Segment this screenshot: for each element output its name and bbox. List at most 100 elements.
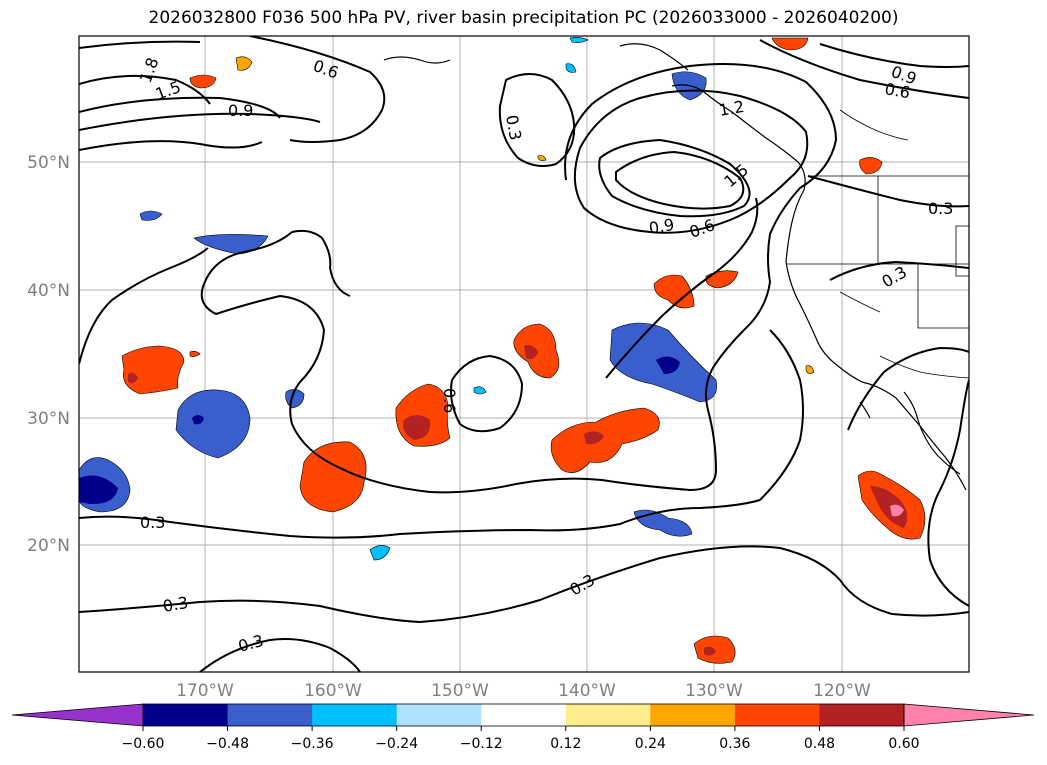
colorbar-segment [227,704,313,726]
pv-contour-line [450,354,524,433]
colorbar-tick-label: −0.36 [291,736,334,752]
contour-label: 0.3 [140,513,165,532]
precip-neg-blob [175,389,251,459]
colorbar-tick-label: −0.12 [460,736,503,752]
colorbar-extend-low [11,703,144,727]
precip-neg-core [656,356,680,374]
colorbar-segment [312,704,398,726]
precip-pos-blob [121,345,185,395]
borders [786,109,969,379]
pv-contour-line [79,247,209,365]
precip-neg-core [192,415,204,425]
pv-contour-line [79,499,761,539]
precip-pos-blob [771,37,809,51]
contour-label: 0.3 [502,113,525,141]
pv-contour-line [759,39,969,99]
pv-contour-line [249,36,386,143]
lon-label: 130°W [685,681,743,701]
lon-label: 120°W [813,681,871,701]
lat-label: 50°N [27,153,70,173]
pv-contour-line [79,96,281,119]
pv-contour-line [498,73,576,167]
precip-neg-blob [139,210,163,221]
colorbar-tick-label: 0.48 [804,736,835,752]
contour-label: 0.6 [440,388,459,413]
colorbar-segment [396,704,482,726]
pv-contour-line [819,43,969,68]
contour-label: 0.6 [883,79,911,102]
pv-contour-line [79,112,321,131]
precip-neg-core [79,475,118,505]
precip-field [79,37,926,664]
precip-pos-blob [537,155,547,161]
colorbar-tick-label: −0.24 [375,736,418,752]
colorbar-ticks: −0.60 −0.48 −0.36 −0.24 −0.12 0.12 0.24 0.36 0.4… [122,726,920,752]
pv-contour-line [605,197,759,379]
longitude-labels: 170°W 160°W 150°W 140°W 130°W 120°W [176,681,871,701]
lat-label: 30°N [27,409,70,429]
precip-pos-core [524,344,538,360]
precip-neg-blob [569,37,589,43]
pv-contour-line [927,379,969,607]
contour-label: 0.3 [928,199,953,218]
colorbar-extend-high [903,703,1035,727]
pv-contours [79,36,969,672]
colorbar-segment [819,704,905,726]
contour-label: 0.9 [228,101,253,120]
colorbar-segment [734,704,820,726]
map-frame [78,35,970,673]
precip-pos-blob [653,274,695,309]
colorbar-tick-label: 0.36 [719,736,750,752]
colorbar-segment [143,704,229,726]
pv-contour-line [199,638,361,672]
precip-pos-core [584,431,604,445]
lat-label: 40°N [27,281,70,301]
lon-label: 150°W [431,681,489,701]
precip-pos-blob [693,635,736,664]
pv-contour-line [200,63,838,494]
pv-contour-line [847,346,969,431]
colorbar-tick-label: −0.48 [206,736,249,752]
precip-pos-blob [705,270,739,289]
colorbar: −0.60 −0.48 −0.36 −0.24 −0.12 0.12 0.24 0.36 0.4… [11,703,1035,752]
pv-contour-line [829,260,969,281]
precip-pos-core [870,486,908,528]
colorbar-tick-label: 0.60 [888,736,919,752]
precip-pos-blob [550,407,660,473]
contour-label: 0.9 [647,215,675,238]
colorbar-segment [565,704,651,726]
precip-pos-core [128,372,138,384]
pv-contour-line [615,150,745,210]
pv-contour-line [573,89,809,234]
colorbar-segments [143,704,905,726]
precip-neg-blob [565,63,577,73]
precip-pos-blob [859,157,883,175]
precip-neg-blob [473,386,487,395]
lon-label: 140°W [558,681,616,701]
precip-pos-core [403,415,431,440]
colorbar-tick-label: −0.60 [122,736,165,752]
lat-label: 20°N [27,536,70,556]
precip-pos-blob [235,56,253,71]
latitude-labels: 50°N 40°N 30°N 20°N [27,153,70,556]
precip-pos-blob [189,351,201,357]
pv-contour-line [759,329,804,501]
contour-label: 1.2 [717,97,745,120]
precip-pos-blob [189,74,217,89]
precip-neg-blob [193,234,269,255]
lon-label: 160°W [304,681,362,701]
precip-pos-blob [299,441,367,513]
colorbar-segment [481,704,567,726]
colorbar-tick-label: 0.24 [635,736,666,752]
pv-contour-line [79,545,969,624]
colorbar-segment [650,704,736,726]
pv-contour-line [807,175,969,208]
colorbar-frame [142,703,905,727]
pv-contour-line [79,40,201,49]
pv-contour-line [79,140,263,151]
pv-contour-line [79,74,211,105]
precip-neg-blob [369,545,391,561]
precip-pos-blob [805,365,815,374]
precip-pos-core [704,646,716,656]
